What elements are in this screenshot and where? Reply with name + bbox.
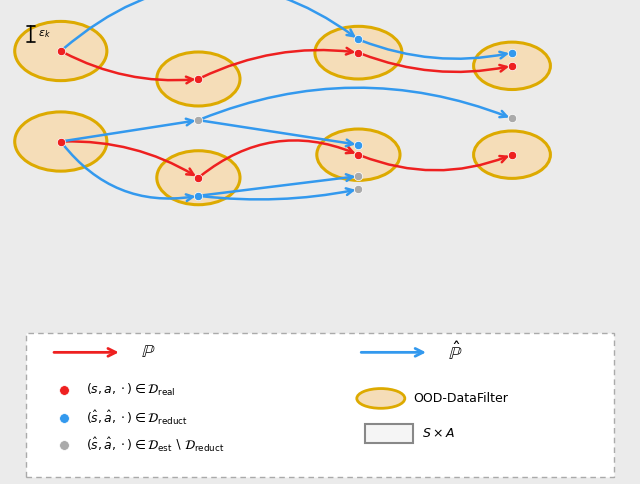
Ellipse shape	[474, 42, 550, 90]
Ellipse shape	[15, 112, 107, 171]
Ellipse shape	[15, 21, 107, 81]
Bar	[365, 424, 413, 443]
Ellipse shape	[474, 131, 550, 179]
Text: $\mathbb{P}$: $\mathbb{P}$	[141, 343, 155, 362]
Ellipse shape	[317, 129, 400, 181]
Ellipse shape	[157, 151, 240, 205]
Text: OOD-DataFilter: OOD-DataFilter	[413, 392, 508, 405]
Text: $\hat{\mathbb{P}}$: $\hat{\mathbb{P}}$	[448, 341, 462, 364]
Text: $(\hat{s}, \hat{a}, \cdot) \in \mathcal{D}_{\mathrm{est}} \setminus \mathcal{D}_: $(\hat{s}, \hat{a}, \cdot) \in \mathcal{…	[86, 436, 225, 454]
Ellipse shape	[357, 389, 404, 408]
Text: $(\hat{s}, \hat{a}, \cdot) \in \mathcal{D}_{\mathrm{reduct}}$: $(\hat{s}, \hat{a}, \cdot) \in \mathcal{…	[86, 409, 188, 427]
Text: $S \times A$: $S \times A$	[422, 427, 456, 440]
FancyBboxPatch shape	[26, 333, 614, 477]
Ellipse shape	[315, 26, 402, 79]
Text: $\epsilon_k$: $\epsilon_k$	[38, 28, 51, 40]
Text: $(s, a, \cdot) \in \mathcal{D}_{\mathrm{real}}$: $(s, a, \cdot) \in \mathcal{D}_{\mathrm{…	[86, 382, 176, 398]
Ellipse shape	[157, 52, 240, 106]
